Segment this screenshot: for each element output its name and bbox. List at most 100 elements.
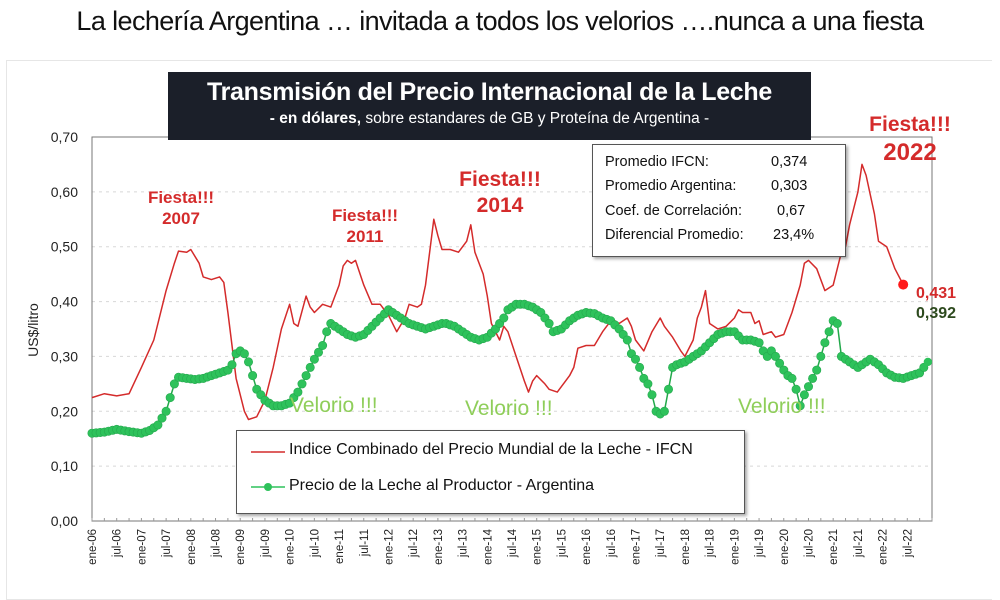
y-tick-label: 0,20	[51, 403, 78, 419]
legend-marker-argentina	[264, 483, 272, 491]
data-point-argentina	[244, 357, 254, 367]
data-point-argentina	[313, 347, 323, 357]
x-axis-ticks: ene-06 jul-06 ene-07 jul-07 ene-08 jul-08 ene-…	[87, 518, 933, 565]
y-tick-label: 0,70	[51, 129, 78, 145]
x-tick-label: jul-20	[803, 529, 815, 558]
data-point-argentina	[635, 362, 645, 372]
x-tick-label: jul-12	[408, 529, 420, 558]
x-tick-label: jul-11	[359, 529, 371, 557]
fiesta-text: Fiesta!!!	[147, 188, 215, 207]
data-point-argentina	[791, 384, 801, 394]
data-point-argentina	[622, 335, 632, 345]
stat-value: 0,374	[771, 154, 808, 170]
x-tick-label: ene-06	[87, 529, 99, 565]
data-point-argentina	[301, 371, 311, 381]
data-point-argentina	[754, 338, 764, 348]
chart-subtitle: - en dólares, sobre estandares de GB y P…	[168, 110, 811, 128]
x-tick-label: ene-17	[631, 529, 643, 565]
stat-label: Promedio IFCN:	[605, 154, 709, 170]
data-point-argentina	[775, 358, 785, 368]
data-point-argentina	[165, 393, 175, 403]
annotation-fiesta-2007: Fiesta!!! 2007	[136, 187, 226, 230]
y-axis-label: US$/litro	[25, 303, 41, 357]
y-tick-label: 0,60	[51, 184, 78, 200]
stat-value: 0,303	[771, 178, 808, 194]
x-tick-label: jul-14	[507, 528, 519, 558]
stat-label: Diferencial Promedio:	[605, 227, 744, 243]
stat-value: 23,4%	[773, 227, 815, 243]
stat-row: Coef. de Correlación: 0,67	[605, 203, 837, 219]
data-point-argentina	[157, 413, 167, 423]
x-tick-label: jul-21	[853, 529, 865, 558]
stat-label: Coef. de Correlación:	[605, 203, 743, 219]
x-tick-label: jul-10	[309, 529, 321, 558]
data-point-argentina	[787, 373, 797, 383]
x-tick-label: ene-18	[680, 529, 692, 565]
fiesta-year: 2014	[476, 194, 524, 218]
x-tick-label: jul-08	[211, 529, 223, 558]
x-tick-label: ene-15	[532, 529, 544, 565]
subtitle-bold: - en dólares,	[269, 110, 362, 127]
stat-value: 0,67	[777, 203, 806, 219]
x-tick-label: ene-19	[729, 529, 741, 565]
y-tick-label: 0,50	[51, 239, 78, 255]
x-tick-label: jul-07	[161, 529, 173, 558]
fiesta-year: 2007	[162, 209, 200, 229]
data-point-argentina	[799, 390, 809, 400]
x-tick-label: ene-11	[334, 529, 346, 564]
fiesta-text: Fiesta!!!	[869, 113, 951, 136]
data-point-argentina	[322, 327, 332, 337]
data-point-argentina	[297, 379, 307, 389]
data-point-argentina	[239, 349, 249, 359]
x-tick-label: jul-09	[260, 529, 272, 558]
x-tick-label: ene-20	[779, 529, 791, 565]
y-tick-label: 0,10	[51, 458, 78, 474]
x-tick-label: jul-17	[655, 529, 667, 558]
end-value-ifcn: 0,431	[916, 285, 957, 302]
fiesta-year: 2011	[346, 227, 384, 247]
data-point-argentina	[795, 401, 805, 411]
stat-row: Promedio Argentina: 0,303	[605, 178, 837, 194]
x-tick-label: jul-16	[606, 529, 618, 558]
annotation-fiesta-2022: Fiesta!!! 2022	[855, 112, 965, 168]
data-point-argentina	[630, 354, 640, 364]
subtitle-rest: sobre estandares de GB y Proteína de Arg…	[361, 110, 710, 127]
stats-box: Promedio IFCN: 0,374 Promedio Argentina: 0…	[592, 144, 846, 257]
x-tick-label: ene-13	[433, 529, 445, 565]
x-tick-label: jul-22	[902, 529, 914, 558]
slide-headline: La lechería Argentina … invitada a todos…	[76, 6, 924, 36]
x-tick-label: ene-12	[383, 529, 395, 565]
data-point-argentina	[227, 360, 237, 370]
series-line-ifcn	[91, 163, 904, 421]
data-point-argentina	[161, 406, 171, 416]
data-point-argentina	[923, 357, 933, 367]
data-point-argentina	[499, 313, 509, 323]
x-tick-label: jul-13	[458, 529, 470, 558]
data-point-argentina	[305, 362, 315, 372]
x-tick-label: jul-15	[556, 529, 568, 558]
chart-title: Transmisión del Precio Internacional de …	[207, 78, 772, 106]
fiesta-text: Fiesta!!!	[459, 168, 541, 191]
legend: Indice Combinado del Precio Mundial de l…	[236, 430, 745, 514]
annotation-velorio-2009: Velorio !!!	[290, 394, 378, 417]
data-point-argentina	[643, 379, 653, 389]
x-tick-label: ene-16	[581, 529, 593, 565]
x-tick-label: ene-21	[828, 529, 840, 565]
end-value-argentina: 0,392	[916, 305, 957, 322]
y-tick-label: 0,30	[51, 348, 78, 364]
x-tick-label: jul-18	[705, 529, 717, 558]
stat-label: Promedio Argentina:	[605, 178, 737, 194]
data-point-argentina	[812, 365, 822, 375]
end-point-ifcn	[898, 279, 909, 290]
y-axis-ticks: 0,00 0,10 0,20 0,30 0,40 0,50 0,60 0,70	[51, 129, 78, 529]
data-point-argentina	[647, 390, 657, 400]
data-point-argentina	[293, 387, 303, 397]
data-point-argentina	[318, 340, 328, 350]
legend-entry-ifcn: Indice Combinado del Precio Mundial de l…	[289, 441, 693, 458]
series	[87, 163, 933, 438]
y-tick-label: 0,00	[51, 513, 78, 529]
data-point-argentina	[309, 354, 319, 364]
annotation-fiesta-2011: Fiesta!!! 2011	[320, 205, 410, 248]
series-line-argentina	[91, 303, 929, 434]
